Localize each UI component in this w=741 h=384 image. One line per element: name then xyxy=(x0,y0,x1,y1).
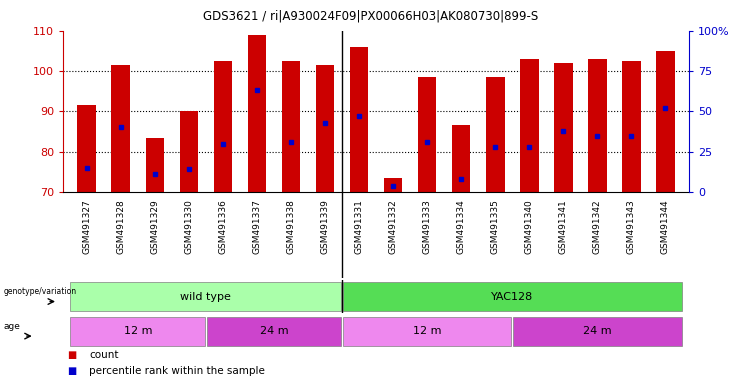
Text: 12 m: 12 m xyxy=(124,326,152,336)
Text: wild type: wild type xyxy=(181,291,231,302)
Text: ■: ■ xyxy=(67,366,76,376)
Text: age: age xyxy=(3,322,20,331)
Bar xyxy=(656,51,674,192)
Text: GSM491335: GSM491335 xyxy=(491,199,499,254)
Bar xyxy=(342,316,511,346)
Bar xyxy=(70,282,342,311)
Text: 24 m: 24 m xyxy=(259,326,288,336)
Bar xyxy=(418,77,436,192)
Text: GSM491341: GSM491341 xyxy=(559,199,568,254)
Bar xyxy=(247,35,266,192)
Bar xyxy=(452,126,471,192)
Bar xyxy=(207,316,342,346)
Text: GSM491330: GSM491330 xyxy=(185,199,193,254)
Text: GDS3621 / ri|A930024F09|PX00066H03|AK080730|899-S: GDS3621 / ri|A930024F09|PX00066H03|AK080… xyxy=(203,10,538,23)
Text: GSM491336: GSM491336 xyxy=(219,199,227,254)
Bar xyxy=(384,178,402,192)
Bar xyxy=(213,61,232,192)
Text: GSM491344: GSM491344 xyxy=(661,199,670,253)
Text: GSM491339: GSM491339 xyxy=(321,199,330,254)
Text: GSM491338: GSM491338 xyxy=(287,199,296,254)
Text: 12 m: 12 m xyxy=(413,326,442,336)
Text: GSM491329: GSM491329 xyxy=(150,199,159,254)
Bar xyxy=(316,65,334,192)
Bar xyxy=(622,61,641,192)
Text: 24 m: 24 m xyxy=(583,326,611,336)
Bar xyxy=(145,137,165,192)
Bar xyxy=(282,61,300,192)
Text: count: count xyxy=(89,350,119,360)
Text: GSM491331: GSM491331 xyxy=(354,199,364,254)
Text: genotype/variation: genotype/variation xyxy=(3,287,76,296)
Text: GSM491342: GSM491342 xyxy=(593,199,602,253)
Text: GSM491332: GSM491332 xyxy=(388,199,398,254)
Text: GSM491334: GSM491334 xyxy=(456,199,465,254)
Text: ■: ■ xyxy=(67,350,76,360)
Bar xyxy=(350,47,368,192)
Bar xyxy=(179,111,199,192)
Bar xyxy=(342,282,682,311)
Text: GSM491328: GSM491328 xyxy=(116,199,125,254)
Text: GSM491340: GSM491340 xyxy=(525,199,534,254)
Bar xyxy=(78,105,96,192)
Text: percentile rank within the sample: percentile rank within the sample xyxy=(89,366,265,376)
Bar xyxy=(554,63,573,192)
Bar xyxy=(111,65,130,192)
Text: GSM491327: GSM491327 xyxy=(82,199,91,254)
Bar xyxy=(486,77,505,192)
Text: GSM491337: GSM491337 xyxy=(253,199,262,254)
Text: GSM491343: GSM491343 xyxy=(627,199,636,254)
Bar xyxy=(513,316,682,346)
Text: GSM491333: GSM491333 xyxy=(422,199,431,254)
Bar xyxy=(588,59,607,192)
Text: YAC128: YAC128 xyxy=(491,291,534,302)
Bar xyxy=(520,59,539,192)
Bar xyxy=(70,316,205,346)
